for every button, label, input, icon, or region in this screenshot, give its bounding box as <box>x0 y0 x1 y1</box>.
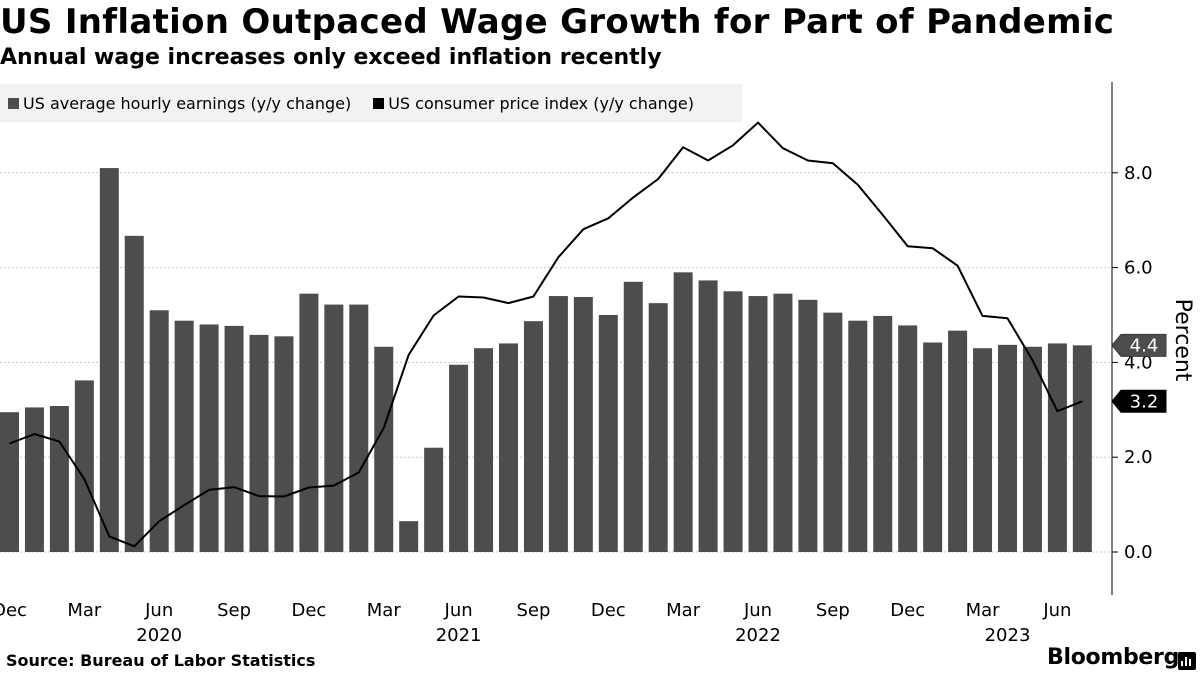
bar-wages <box>299 293 319 552</box>
bar-wages <box>249 334 269 552</box>
bar-wages <box>623 281 643 552</box>
bar-layer <box>0 168 1092 553</box>
y-tick-label: 4.0 <box>1124 352 1153 373</box>
y-tick-label: 8.0 <box>1124 163 1153 184</box>
bar-wages <box>823 312 843 552</box>
bar-wages <box>523 321 543 552</box>
bar-wages <box>49 406 69 552</box>
bar-wages <box>174 320 194 552</box>
axis-layer: 0.0 2.0 4.0 6.0 8.0 Percent Dec Mar Jun Sep Dec Mar… <box>0 82 1195 646</box>
bar-wages <box>798 299 818 552</box>
bar-wages <box>324 304 344 552</box>
bar-wages <box>773 293 793 552</box>
bar-wages <box>74 380 94 552</box>
bar-wages <box>973 348 993 552</box>
chart-title: US Inflation Outpaced Wage Growth for Pa… <box>0 2 1115 42</box>
bar-wages <box>399 521 419 552</box>
bar-wages <box>698 280 718 552</box>
bar-wages <box>598 315 618 552</box>
bar-wages <box>149 310 169 552</box>
bar-wages <box>648 303 668 552</box>
last-value-tag-wages-shape <box>1111 333 1167 357</box>
x-tick-label: Dec <box>890 600 925 621</box>
last-value-tag-wages-text: 4.4 <box>1130 335 1159 356</box>
bar-wages <box>848 320 868 552</box>
x-tick-label: Mar <box>966 600 1001 621</box>
x-tick-label: Sep <box>816 600 850 621</box>
bar-wages <box>748 296 768 552</box>
x-tick-label: Jun <box>444 600 473 621</box>
bar-wages <box>873 315 893 552</box>
bar-wages <box>923 342 943 552</box>
legend-swatch-cpi <box>373 97 385 109</box>
x-tick-label: Jun <box>1042 600 1071 621</box>
x-year-label: 2021 <box>436 625 482 646</box>
bloomberg-chart-icon <box>1178 652 1196 670</box>
bar-wages <box>374 346 394 552</box>
legend-swatch-wages <box>8 97 19 109</box>
line-layer <box>9 121 1083 548</box>
x-tick-label: Mar <box>666 600 701 621</box>
legend-item-wages: US average hourly earnings (y/y change) <box>8 94 351 113</box>
x-tick-label: Dec <box>591 600 626 621</box>
bar-wages <box>1047 343 1067 552</box>
x-tick-label: Mar <box>67 600 102 621</box>
bar-wages <box>474 348 494 552</box>
y-axis-title: Percent <box>1170 299 1195 382</box>
chart-subtitle: Annual wage increases only exceed inflat… <box>0 45 662 70</box>
x-tick-label: Jun <box>144 600 173 621</box>
source-note: Source: Bureau of Labor Statistics <box>6 651 316 670</box>
x-year-label: 2022 <box>735 625 781 646</box>
last-value-tag-cpi-shape <box>1111 389 1167 413</box>
bar-wages <box>723 291 743 552</box>
x-tick-label: Mar <box>367 600 402 621</box>
bar-wages <box>224 325 244 552</box>
legend-item-cpi: US consumer price index (y/y change) <box>373 94 694 113</box>
bar-wages <box>274 336 294 552</box>
line-cpi <box>9 121 1083 548</box>
x-tick-label: Sep <box>217 600 251 621</box>
bar-wages <box>424 447 444 552</box>
bar-wages <box>349 304 369 552</box>
y-tick-label: 0.0 <box>1124 542 1153 563</box>
legend: US average hourly earnings (y/y change) … <box>0 84 742 122</box>
bar-wages <box>24 407 44 552</box>
last-value-tag-cpi: 3.2 <box>1111 389 1167 413</box>
bar-wages <box>998 344 1017 552</box>
x-year-label: 2020 <box>136 625 182 646</box>
legend-label-wages: US average hourly earnings (y/y change) <box>23 93 352 113</box>
x-tick-label: Jun <box>743 600 772 621</box>
bar-wages <box>449 364 469 552</box>
last-value-tag-cpi-text: 3.2 <box>1130 391 1159 412</box>
x-year-label: 2023 <box>985 625 1031 646</box>
bar-wages <box>499 343 518 552</box>
bar-wages <box>673 272 693 552</box>
legend-label-cpi: US consumer price index (y/y change) <box>388 93 695 113</box>
bar-wages <box>124 235 144 553</box>
bar-wages <box>99 168 119 552</box>
bar-wages <box>1072 345 1092 552</box>
bar-wages <box>548 296 568 552</box>
bar-wages <box>573 296 593 552</box>
bar-wages <box>1022 346 1042 552</box>
bar-wages <box>898 325 918 552</box>
y-tick-label: 2.0 <box>1124 447 1153 468</box>
bar-wages <box>0 412 19 552</box>
y-tick-label: 6.0 <box>1124 258 1153 279</box>
x-tick-label: Dec <box>291 600 326 621</box>
bar-wages <box>199 324 219 552</box>
bar-wages <box>948 330 968 552</box>
last-value-tag-wages: 4.4 <box>1111 333 1167 357</box>
x-tick-label: Sep <box>516 600 550 621</box>
x-tick-label: Dec <box>0 600 27 621</box>
bloomberg-logo: Bloomberg <box>1047 645 1180 670</box>
